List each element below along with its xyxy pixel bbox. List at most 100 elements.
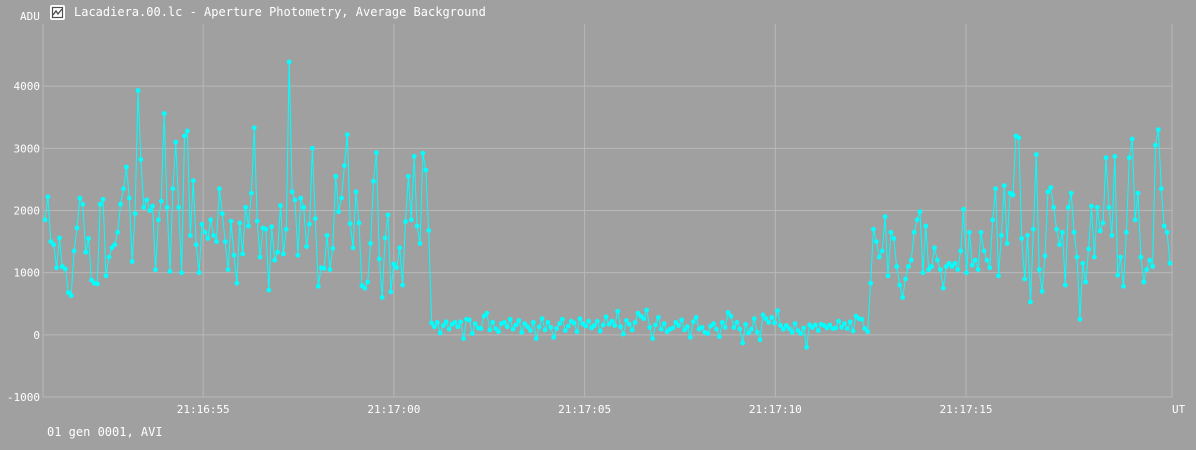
data-point [376,256,382,262]
data-point [722,325,728,330]
data-point [786,326,792,331]
data-point [850,328,856,334]
data-point [65,290,71,295]
data-point [126,195,132,201]
data-point [824,325,830,331]
data-point [196,270,202,276]
data-point [1144,267,1150,272]
data-point [1080,260,1086,266]
data-point [246,223,251,229]
data-point [394,265,400,271]
data-point [897,282,903,288]
x-tick-label: 21:17:05 [558,403,611,416]
y-tick-label: 2000 [14,205,41,218]
data-point [1060,229,1065,235]
y-tick-labels: -1000 0 1000 2000 3000 4000 [7,80,40,404]
data-point [1115,272,1121,278]
plot-frame [42,24,1173,397]
data-point [1141,279,1147,285]
data-point [833,325,839,331]
data-point [301,205,307,210]
series-line [44,61,1171,348]
data-point [618,324,623,330]
data-point [330,246,336,251]
data-point [789,329,795,335]
data-point [1118,254,1123,260]
data-point [80,201,86,207]
data-point [1033,152,1039,157]
data-point [1106,205,1112,210]
window-title: Lacadiera.00.lc - Aperture Photometry, A… [74,5,486,19]
data-point [275,249,280,255]
data-point [45,194,51,200]
data-point [205,236,211,241]
data-point [574,329,580,335]
data-point [600,322,606,328]
data-point [972,257,978,263]
data-point [179,270,185,276]
data-point [885,273,891,279]
data-point [153,267,158,272]
data-point [1042,253,1048,259]
data-point [51,242,57,248]
data-point [333,173,339,179]
data-point [798,331,804,336]
data-point [202,229,208,235]
data-point [344,132,350,138]
data-point [812,322,818,328]
data-point [528,328,533,333]
data-point [379,295,385,300]
data-point [952,260,958,266]
data-point [548,325,554,330]
data-point [836,318,841,324]
data-point [307,221,312,227]
data-point [54,265,59,271]
data-point [1161,223,1167,229]
data-point [1001,183,1007,189]
data-point [469,331,475,336]
data-point [935,257,940,263]
data-point [507,316,513,322]
data-point [903,276,908,282]
data-point [199,221,205,227]
data-point [772,320,778,326]
x-axis-label: UT [1172,403,1186,416]
data-point [874,239,879,245]
data-point [560,316,565,322]
data-point [1039,288,1045,294]
data-point [129,259,135,264]
data-point [176,205,182,210]
data-point [679,317,684,323]
data-point [827,322,833,328]
data-point [1071,229,1077,235]
data-point [1153,142,1158,148]
data-point [533,336,539,341]
data-point [112,242,118,248]
data-point [1112,154,1118,159]
data-point [467,317,472,323]
data-point [249,190,254,196]
y-tick-label: 3000 [14,142,41,155]
data-point [74,225,80,231]
data-point [109,245,115,251]
data-point [847,319,853,325]
data-point [62,266,68,272]
data-point [1051,205,1057,210]
data-point [955,267,961,272]
data-point [144,197,150,203]
data-point [717,334,722,340]
data-point [969,262,975,268]
data-point [251,125,257,131]
data-point [272,257,278,263]
data-point [237,220,243,226]
chart-grid [43,24,1172,398]
data-point [554,326,559,331]
data-point [981,248,987,254]
data-point [731,325,737,330]
data-point [281,251,286,257]
data-point [295,252,301,258]
data-point [911,229,917,235]
data-point [629,327,635,333]
y-axis-label: ADU [20,10,40,23]
data-point [1004,241,1010,246]
